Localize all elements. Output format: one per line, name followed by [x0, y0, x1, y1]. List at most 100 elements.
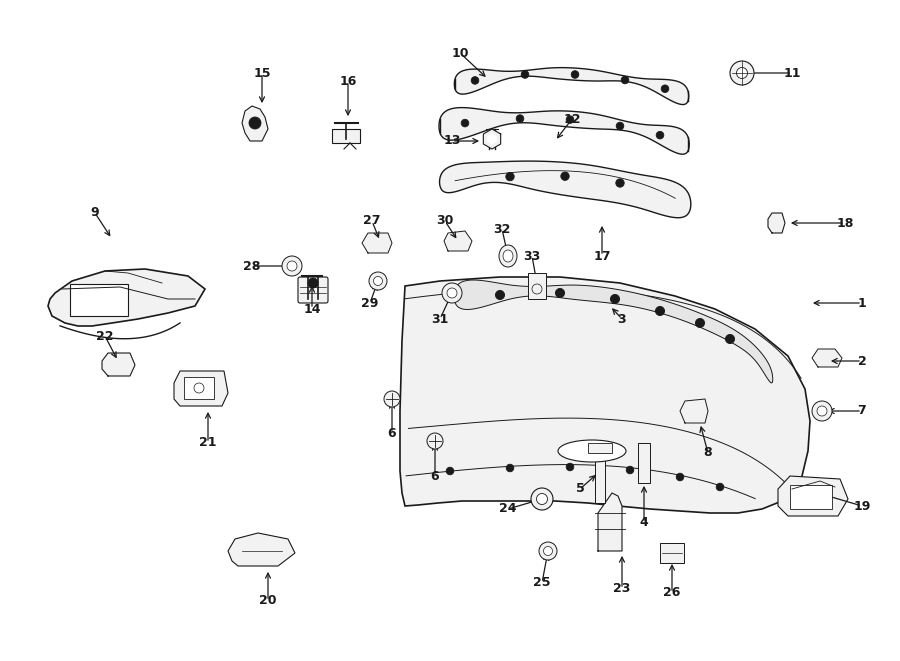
Circle shape [308, 278, 318, 288]
Text: 15: 15 [253, 67, 271, 79]
Circle shape [384, 391, 400, 407]
Polygon shape [595, 451, 605, 503]
Polygon shape [228, 533, 295, 566]
Text: 28: 28 [243, 260, 261, 272]
Ellipse shape [499, 245, 517, 267]
Text: 23: 23 [613, 582, 631, 596]
Circle shape [506, 464, 514, 472]
Text: 17: 17 [593, 249, 611, 262]
FancyBboxPatch shape [298, 277, 328, 303]
Circle shape [249, 117, 261, 129]
Text: 27: 27 [364, 215, 381, 227]
Circle shape [566, 463, 574, 471]
FancyBboxPatch shape [70, 284, 128, 316]
Circle shape [817, 406, 827, 416]
FancyBboxPatch shape [588, 443, 612, 453]
Circle shape [616, 122, 624, 130]
Polygon shape [768, 213, 785, 233]
Circle shape [287, 261, 297, 271]
Polygon shape [48, 269, 205, 326]
FancyBboxPatch shape [790, 485, 832, 509]
Circle shape [506, 173, 514, 181]
Text: 26: 26 [663, 586, 680, 600]
Circle shape [531, 488, 553, 510]
Text: 25: 25 [533, 576, 551, 590]
Text: 8: 8 [704, 446, 712, 459]
Circle shape [730, 61, 754, 85]
Polygon shape [362, 233, 392, 253]
Circle shape [610, 295, 619, 303]
Polygon shape [454, 67, 688, 104]
Polygon shape [102, 353, 135, 376]
Text: 5: 5 [576, 483, 584, 496]
Text: 18: 18 [836, 217, 854, 229]
Ellipse shape [558, 440, 626, 462]
Text: 6: 6 [431, 469, 439, 483]
Circle shape [282, 256, 302, 276]
Text: 22: 22 [96, 329, 113, 342]
Circle shape [656, 132, 664, 139]
FancyBboxPatch shape [528, 273, 546, 299]
Polygon shape [174, 371, 228, 406]
Polygon shape [439, 161, 691, 217]
Text: 4: 4 [640, 516, 648, 529]
Circle shape [566, 116, 574, 124]
Circle shape [544, 547, 553, 555]
Circle shape [725, 334, 734, 344]
Circle shape [662, 85, 669, 93]
Text: 32: 32 [493, 223, 510, 235]
Text: 6: 6 [388, 426, 396, 440]
Text: 12: 12 [563, 112, 580, 126]
Polygon shape [487, 134, 497, 145]
Polygon shape [778, 476, 848, 516]
Polygon shape [598, 493, 622, 551]
Circle shape [447, 288, 457, 298]
Circle shape [655, 307, 664, 315]
FancyBboxPatch shape [660, 543, 684, 563]
Text: 1: 1 [858, 297, 867, 309]
FancyBboxPatch shape [332, 129, 360, 143]
Text: 16: 16 [339, 75, 356, 87]
Text: 7: 7 [858, 405, 867, 418]
Circle shape [427, 433, 443, 449]
Circle shape [616, 178, 625, 187]
Circle shape [442, 283, 462, 303]
Circle shape [472, 77, 479, 84]
Circle shape [572, 71, 579, 78]
Circle shape [539, 542, 557, 560]
Text: 24: 24 [500, 502, 517, 516]
Text: 13: 13 [444, 134, 461, 147]
Text: 20: 20 [259, 594, 277, 607]
Text: 21: 21 [199, 436, 217, 449]
Text: 19: 19 [853, 500, 870, 512]
Circle shape [621, 76, 629, 84]
Circle shape [446, 467, 454, 475]
Circle shape [517, 115, 524, 122]
Circle shape [716, 483, 724, 491]
Circle shape [626, 466, 634, 474]
Circle shape [736, 67, 748, 79]
Circle shape [374, 276, 382, 286]
Circle shape [536, 494, 547, 504]
Circle shape [676, 473, 684, 481]
Circle shape [369, 272, 387, 290]
Text: 2: 2 [858, 354, 867, 368]
Circle shape [812, 401, 832, 421]
FancyBboxPatch shape [638, 443, 650, 483]
FancyBboxPatch shape [184, 377, 214, 399]
Text: 11: 11 [783, 67, 801, 79]
Polygon shape [439, 108, 689, 154]
Text: 10: 10 [451, 46, 469, 59]
Polygon shape [483, 129, 500, 149]
Circle shape [496, 290, 505, 299]
Polygon shape [454, 280, 773, 383]
Text: 14: 14 [303, 303, 320, 315]
Polygon shape [444, 231, 472, 251]
Circle shape [521, 71, 529, 78]
Polygon shape [242, 106, 268, 141]
Circle shape [696, 319, 705, 327]
Polygon shape [400, 277, 810, 513]
Circle shape [561, 172, 569, 180]
Polygon shape [812, 349, 842, 367]
Text: 3: 3 [617, 313, 626, 325]
